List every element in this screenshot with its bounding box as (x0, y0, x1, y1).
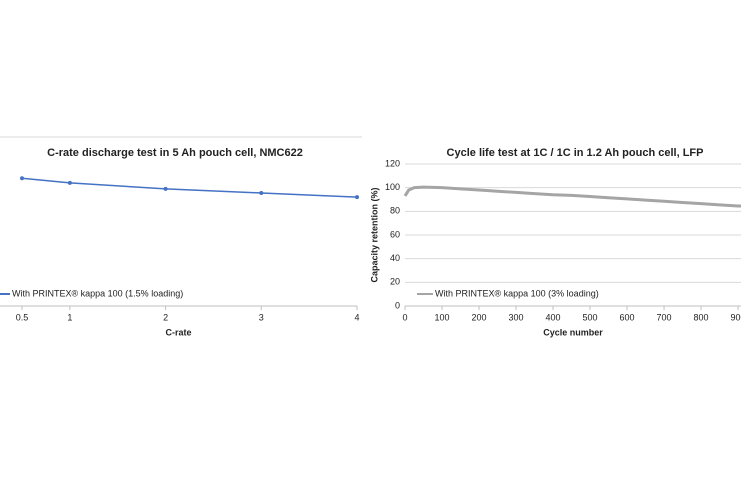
x-tick-label: 500 (583, 312, 598, 322)
x-tick-label: 400 (546, 312, 561, 322)
legend-label: With PRINTEX® kappa 100 (1.5% loading) (12, 288, 183, 298)
point (20, 176, 25, 181)
point (67, 180, 72, 185)
x-tick-label: 3 (259, 312, 264, 322)
x-tick-label: 300 (508, 312, 523, 322)
y-tick-label: 100 (385, 182, 400, 192)
x-tick-label: 900 (731, 312, 741, 322)
x-tick-label: 600 (620, 312, 635, 322)
y-axis-label: Capacity retention (%) (369, 187, 379, 282)
x-tick-label: 4 (354, 312, 359, 322)
x-tick-label: 200 (471, 312, 486, 322)
series-line (21, 177, 358, 198)
x-tick-label: 0 (402, 312, 407, 322)
point (163, 186, 168, 191)
y-tick-label: 120 (385, 158, 400, 168)
x-tick-label: 100 (434, 312, 449, 322)
x-tick-label: 0.5 (16, 312, 29, 322)
x-axis-label: C-rate (165, 327, 191, 337)
x-tick-label: 2 (163, 312, 168, 322)
x-tick-label: 1 (67, 312, 72, 322)
point (259, 190, 264, 195)
point (355, 195, 359, 200)
y-tick-label: 80 (390, 206, 400, 216)
x-tick-label: 800 (694, 312, 709, 322)
legend-label: With PRINTEX® kappa 100 (3% loading) (435, 288, 599, 298)
x-axis-label: Cycle number (543, 327, 603, 337)
chart-title: Cycle life test at 1C / 1C in 1.2 Ah pou… (447, 147, 704, 159)
x-tick-label: 700 (657, 312, 672, 322)
series-line (403, 185, 741, 208)
y-tick-label: 0 (395, 300, 400, 310)
y-tick-label: 20 (390, 277, 400, 287)
y-tick-label: 40 (390, 253, 400, 263)
y-tick-label: 60 (390, 229, 400, 239)
chart-title: C-rate discharge test in 5 Ah pouch cell… (47, 147, 303, 159)
